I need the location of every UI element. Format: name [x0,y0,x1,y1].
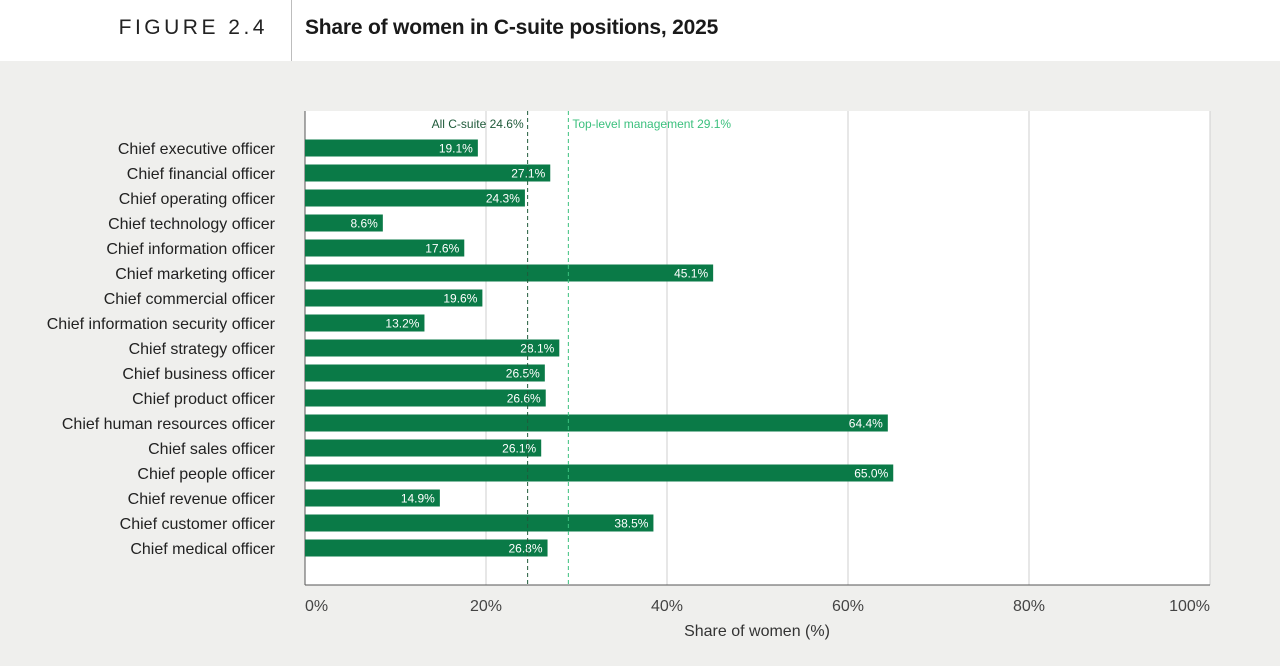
bar [305,414,888,432]
category-label: Chief operating officer [119,191,276,208]
x-axis-title: Share of women (%) [684,623,830,640]
data-label: 24.3% [486,192,520,206]
bar [305,439,542,457]
bar [305,389,546,407]
data-label: 17.6% [425,242,459,256]
x-tick-label: 100% [1169,598,1210,615]
data-label: 8.6% [350,217,378,231]
bar [305,364,545,382]
category-label: Chief medical officer [130,541,275,558]
bar [305,464,894,482]
category-label: Chief business officer [122,366,275,383]
data-label: 26.1% [502,442,536,456]
category-label: Chief information officer [106,241,275,258]
data-label: 26.8% [509,542,543,556]
bar [305,264,714,282]
bar [305,539,548,557]
bar [305,514,654,532]
category-label: Chief sales officer [148,441,276,458]
bar [305,239,465,257]
data-label: 13.2% [385,317,419,331]
category-label: Chief technology officer [108,216,276,233]
bar [305,339,560,357]
bar [305,214,383,232]
category-label: Chief revenue officer [128,491,276,508]
figure-header: FIGURE 2.4 Share of women in C-suite pos… [0,0,1280,61]
bar-chart: Chief executive officer 19.1% Chief financ… [47,111,1211,640]
data-label: 19.6% [443,292,477,306]
category-label: Chief executive officer [118,141,276,158]
data-label: 26.5% [506,367,540,381]
x-tick-label: 20% [470,598,502,615]
bar [305,139,478,157]
category-label: Chief marketing officer [115,266,275,283]
data-label: 14.9% [401,492,435,506]
data-label: 64.4% [849,417,883,431]
x-tick-label: 60% [832,598,864,615]
header-divider [291,0,292,61]
category-label: Chief strategy officer [129,341,276,358]
category-label: Chief people officer [137,466,275,483]
category-label: Chief product officer [132,391,276,408]
category-label: Chief financial officer [127,166,276,183]
x-tick-label: 40% [651,598,683,615]
data-label: 45.1% [674,267,708,281]
bar [305,189,525,207]
data-label: 65.0% [854,467,888,481]
figure-title: Share of women in C-suite positions, 202… [305,16,719,39]
category-label: Chief human resources officer [62,416,276,433]
bar [305,164,551,182]
category-label: Chief information security officer [47,316,276,333]
data-label: 19.1% [439,142,473,156]
data-label: 28.1% [520,342,554,356]
reference-line-label: All C-suite 24.6% [432,117,524,131]
bar [305,314,425,332]
data-label: 38.5% [614,517,648,531]
reference-line-label: Top-level management 29.1% [572,117,731,131]
figure-number: FIGURE 2.4 [118,16,268,39]
bar [305,289,483,307]
category-label: Chief customer officer [120,516,276,533]
category-label: Chief commercial officer [104,291,276,308]
data-label: 26.6% [507,392,541,406]
x-tick-label: 0% [305,598,328,615]
data-label: 27.1% [511,167,545,181]
x-tick-label: 80% [1013,598,1045,615]
bar [305,489,440,507]
